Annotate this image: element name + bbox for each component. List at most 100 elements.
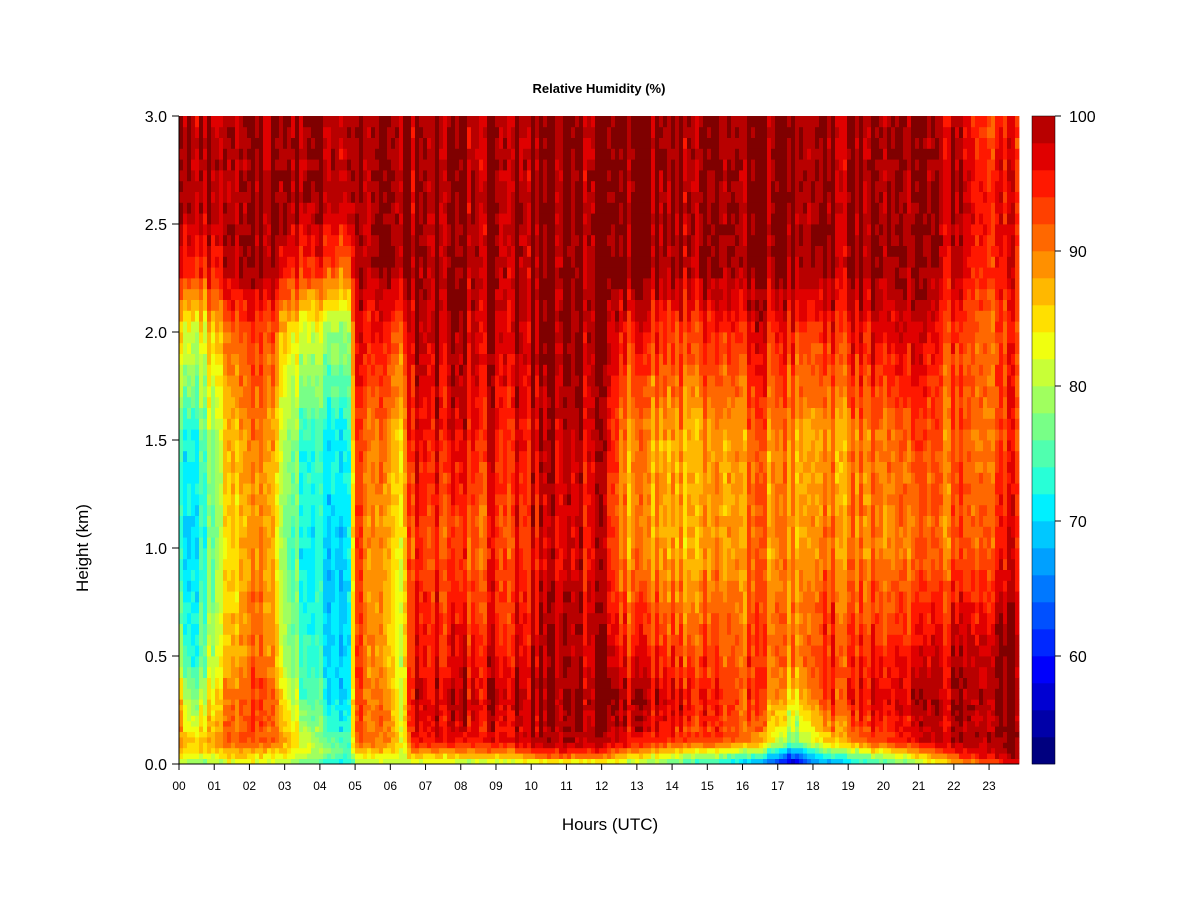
heatmap-cell [271, 699, 276, 705]
heatmap-cell [291, 461, 296, 473]
heatmap-cell [339, 299, 344, 311]
heatmap-cell [251, 612, 256, 624]
heatmap-cell [439, 548, 444, 560]
heatmap-cell [219, 267, 224, 279]
heatmap-cell [275, 699, 280, 705]
heatmap-cell [319, 364, 324, 376]
heatmap-cell [331, 407, 336, 419]
heatmap-cell [395, 677, 400, 689]
heatmap-cell [427, 677, 432, 689]
heatmap-cell [347, 472, 352, 484]
heatmap-cell [291, 688, 296, 700]
heatmap-cell [455, 704, 460, 711]
heatmap-cell [183, 396, 188, 408]
heatmap-cell [179, 758, 184, 765]
heatmap-cell [339, 364, 344, 376]
heatmap-cell [359, 353, 364, 365]
heatmap-cell [251, 472, 256, 484]
heatmap-cell [235, 747, 240, 754]
heatmap-cell [255, 342, 260, 354]
heatmap-cell [391, 677, 396, 689]
heatmap-cell [203, 726, 208, 732]
heatmap-cell [275, 612, 280, 624]
heatmap-cell [299, 148, 304, 160]
heatmap-cell [199, 278, 204, 290]
heatmap-cell [283, 580, 288, 592]
heatmap-cell [415, 375, 420, 387]
heatmap-cell [351, 256, 356, 268]
heatmap-cell [207, 472, 212, 484]
heatmap-cell [347, 494, 352, 506]
heatmap-cell [403, 688, 408, 700]
heatmap-cell [291, 612, 296, 624]
heatmap-cell [451, 515, 456, 527]
heatmap-cell [351, 526, 356, 538]
heatmap-cell [259, 666, 264, 678]
heatmap-cell [391, 634, 396, 646]
heatmap-cell [431, 504, 436, 516]
heatmap-cell [271, 747, 276, 754]
heatmap-cell [375, 267, 380, 279]
heatmap-cell [367, 180, 372, 192]
heatmap-cell [423, 737, 428, 743]
heatmap-cell [447, 515, 452, 527]
heatmap-cell [451, 332, 456, 344]
heatmap-cell [375, 558, 380, 570]
heatmap-cell [375, 688, 380, 700]
heatmap-cell [447, 418, 452, 430]
heatmap-cell [271, 623, 276, 635]
heatmap-cell [427, 342, 432, 354]
heatmap-cell [475, 688, 480, 700]
heatmap-cell [403, 278, 408, 290]
heatmap-cell [463, 758, 468, 765]
heatmap-cell [367, 375, 372, 387]
heatmap-cell [447, 699, 452, 705]
heatmap-cell [351, 504, 356, 516]
heatmap-cell [435, 202, 440, 214]
heatmap-cell [291, 747, 296, 754]
heatmap-cell [339, 321, 344, 333]
heatmap-cell [259, 688, 264, 700]
heatmap-cell [411, 440, 416, 452]
heatmap-cell [387, 580, 392, 592]
heatmap-cell [279, 504, 284, 516]
heatmap-cell [379, 666, 384, 678]
heatmap-cell [235, 159, 240, 171]
heatmap-cell [443, 699, 448, 705]
heatmap-cell [323, 332, 328, 344]
heatmap-cell [283, 148, 288, 160]
heatmap-column [259, 116, 264, 765]
heatmap-cell [335, 666, 340, 678]
heatmap-cell [415, 126, 420, 138]
heatmap-cell [259, 483, 264, 495]
heatmap-cell [375, 537, 380, 549]
heatmap-cell [231, 375, 236, 387]
heatmap-cell [411, 332, 416, 344]
heatmap-cell [271, 494, 276, 506]
heatmap-cell [231, 159, 236, 171]
heatmap-cell [195, 548, 200, 560]
heatmap-cell [179, 159, 184, 171]
heatmap-cell [419, 558, 424, 570]
heatmap-cell [351, 224, 356, 236]
heatmap-column [219, 116, 224, 765]
heatmap-cell [339, 656, 344, 668]
heatmap-cell [399, 332, 404, 344]
heatmap-cell [419, 386, 424, 398]
heatmap-cell [195, 375, 200, 387]
heatmap-cell [263, 396, 268, 408]
heatmap-cell [343, 288, 348, 300]
heatmap-cell [215, 504, 220, 516]
heatmap-cell [191, 202, 196, 214]
heatmap-cell [183, 191, 188, 203]
heatmap-cell [431, 418, 436, 430]
heatmap-cell [391, 191, 396, 203]
heatmap-cell [303, 224, 308, 236]
heatmap-cell [263, 321, 268, 333]
heatmap-cell [331, 731, 336, 738]
heatmap-cell [219, 137, 224, 149]
heatmap-cell [307, 612, 312, 624]
heatmap-cell [463, 256, 468, 268]
heatmap-cell [283, 375, 288, 387]
heatmap-cell [255, 704, 260, 711]
